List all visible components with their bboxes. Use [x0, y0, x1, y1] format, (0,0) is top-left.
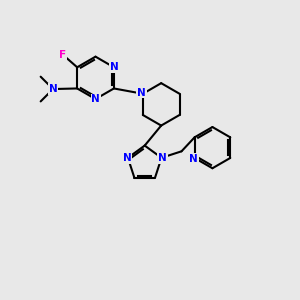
Text: N: N: [123, 153, 131, 163]
Text: N: N: [110, 62, 118, 72]
Text: N: N: [158, 153, 167, 163]
Text: N: N: [189, 154, 198, 164]
Text: F: F: [59, 50, 67, 60]
Text: N: N: [49, 84, 57, 94]
Text: N: N: [92, 94, 100, 104]
Text: N: N: [137, 88, 146, 98]
